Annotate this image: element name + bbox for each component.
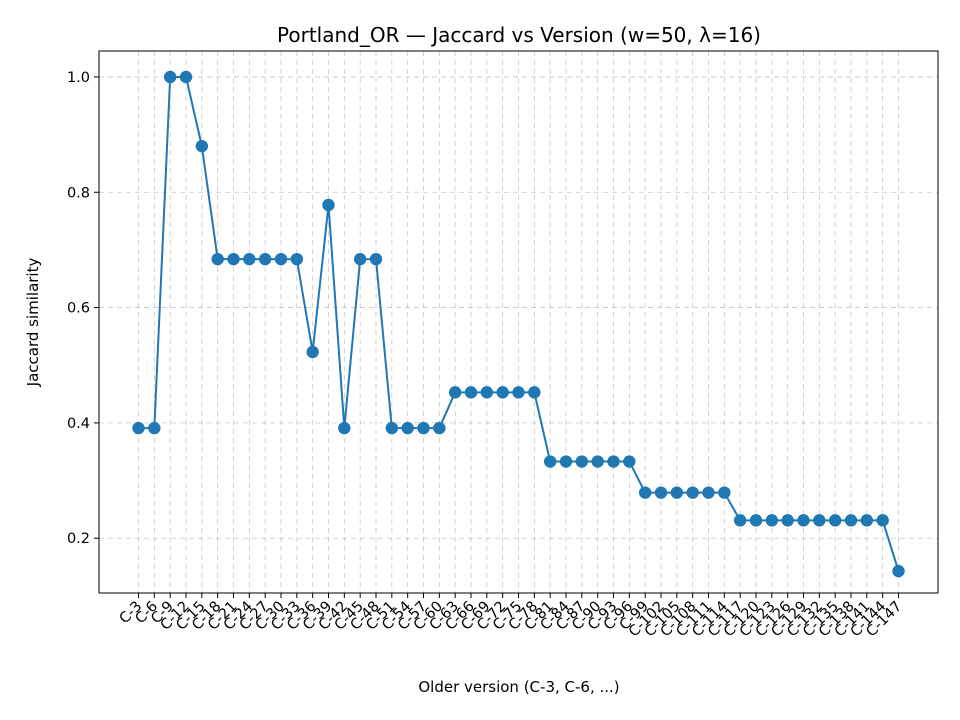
data-point (686, 486, 699, 499)
y-tick-label: 0.2 (67, 531, 90, 547)
data-point (448, 386, 462, 399)
data-point (828, 514, 842, 527)
grid-lines (99, 51, 938, 593)
data-point (797, 514, 810, 527)
data-point (385, 421, 399, 435)
data-point (733, 514, 747, 527)
x-axis-label: Older version (C-3, C-6, ...) (418, 678, 619, 696)
data-point (781, 514, 794, 527)
y-axis-label: Jaccard similarity (24, 258, 42, 388)
data-point (559, 455, 573, 468)
data-point (528, 386, 541, 399)
y-tick-label: 0.8 (67, 185, 90, 201)
data-point (623, 455, 636, 468)
data-point (749, 514, 763, 527)
data-point (148, 421, 161, 435)
data-point (163, 70, 177, 84)
data-point (369, 252, 383, 266)
data-point (575, 455, 589, 468)
data-point (512, 386, 525, 399)
data-point (258, 252, 272, 266)
data-point (591, 455, 604, 468)
data-point (860, 514, 874, 527)
data-point (670, 486, 684, 499)
plot-area-frame (98, 50, 939, 594)
data-point (195, 139, 209, 153)
data-point (290, 252, 304, 266)
data-point (654, 486, 668, 499)
data-point (417, 421, 430, 435)
data-point (702, 486, 715, 499)
data-point (718, 486, 731, 499)
data-point (227, 252, 240, 266)
data-point (844, 514, 858, 527)
data-point (353, 252, 367, 266)
data-point (132, 421, 145, 435)
data-point (306, 345, 319, 359)
data-point (179, 70, 193, 84)
data-point (274, 252, 288, 266)
data-point (543, 455, 557, 468)
y-tick-label: 0.6 (67, 301, 90, 317)
data-point (211, 252, 224, 266)
data-point (480, 386, 494, 399)
data-point (638, 486, 652, 499)
data-point (433, 421, 446, 435)
data-point (607, 455, 620, 468)
data-point (338, 421, 351, 435)
data-point (464, 386, 478, 399)
data-point (813, 514, 826, 527)
y-tick-label: 0.4 (67, 416, 90, 432)
data-point (243, 252, 256, 266)
data-point (322, 198, 335, 212)
data-point (892, 564, 905, 578)
data-point (401, 421, 414, 435)
y-tick-label: 1.0 (67, 70, 90, 86)
data-point (876, 514, 889, 527)
chart-title: Portland_OR — Jaccard vs Version (w=50, … (277, 23, 761, 47)
data-point (496, 386, 509, 399)
series-line-group (132, 70, 905, 578)
data-point (765, 514, 779, 527)
